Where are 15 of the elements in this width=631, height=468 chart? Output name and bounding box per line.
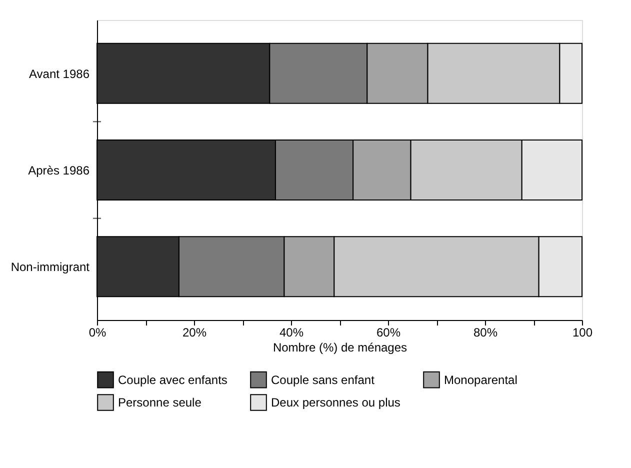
y-tick-label: Après 1986 — [28, 164, 90, 178]
x-tick-label: 100 — [572, 326, 593, 340]
x-tick-label: 60% — [376, 326, 401, 340]
x-tick-label: 40% — [279, 326, 304, 340]
x-tick-label: 20% — [182, 326, 207, 340]
legend-label: Couple sans enfant — [271, 372, 376, 387]
legend-label: Deux personnes ou plus — [271, 396, 400, 410]
y-tick-label: Non-immigrant — [10, 260, 90, 274]
x-axis-title: Nombre (%) de ménages — [272, 340, 408, 354]
y-tick-label: Avant 1986 — [29, 66, 90, 81]
x-tick-label: 80% — [473, 326, 498, 340]
legend-label: Couple avec enfants — [118, 372, 228, 387]
x-tick-label: 0% — [88, 326, 106, 340]
legend-label: Monoparental — [444, 372, 518, 387]
legend-label: Personne seule — [118, 396, 202, 410]
